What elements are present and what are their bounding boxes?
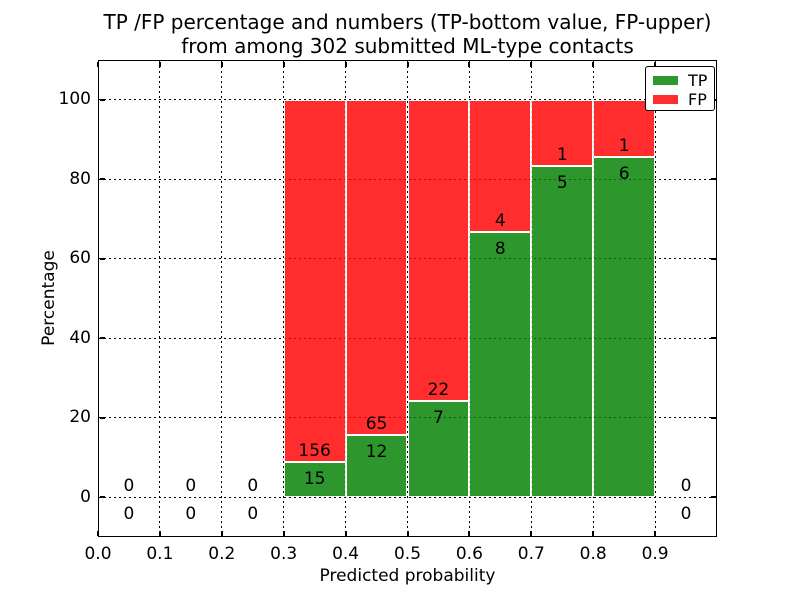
x-tick-mark-bottom [97,530,99,536]
legend-label: FP [688,89,707,109]
y-tick-mark-left [99,178,105,181]
x-tick-label: 0.7 [517,544,545,564]
bar-segment-tp [283,462,346,498]
x-tick-label: 0.0 [84,544,112,564]
bar-segment-tp [531,166,594,498]
tp-count-label: 7 [433,408,444,429]
x-tick-mark-top [530,61,533,67]
x-tick-mark-bottom [282,530,285,536]
y-tick-mark-right [710,257,716,260]
tp-count-label: 0 [123,504,135,525]
chart-title-line-1: TP /FP percentage and numbers (TP-bottom… [103,10,712,34]
y-tick-mark-right [710,416,716,419]
legend-label: TP [688,70,708,90]
x-tick-label: 0.9 [641,544,669,564]
legend-swatch-fp [653,95,678,104]
tp-count-label: 0 [680,504,692,525]
x-tick-mark-bottom [406,530,409,536]
bar-segment-tp [407,401,470,498]
fp-count-label: 22 [427,380,450,401]
bar-segment-tp [469,232,532,498]
tp-count-label: 0 [247,504,259,525]
x-tick-mark-top [282,61,285,67]
tp-count-label: 15 [303,469,326,490]
legend: TP FP [645,66,715,111]
x-tick-mark-top [654,61,657,67]
x-tick-mark-bottom [220,530,223,536]
x-tick-label: 0.5 [393,544,422,564]
tp-count-label: 12 [365,442,388,463]
x-tick-mark-top [158,61,161,67]
x-tick-mark-top [344,61,347,67]
y-tick-mark-left [99,496,105,499]
x-tick-mark-bottom [592,530,595,536]
legend-item-tp: TP [653,71,714,90]
x-tick-mark-bottom [158,530,161,536]
fp-count-label: 0 [680,476,692,497]
y-tick-label: 40 [69,327,91,348]
x-tick-label: 0.1 [146,544,174,564]
x-tick-mark-bottom [468,530,471,536]
tp-count-label: 6 [618,163,630,184]
bar-segment-fp [407,99,470,402]
chart-title-line-2: from among 302 submitted ML-type contact… [181,33,634,58]
x-axis-label: Predicted probability [319,566,496,586]
bar-segment-tp [345,435,408,498]
bar-segment-fp [283,99,346,463]
x-tick-mark-top [592,61,595,67]
x-tick-label: 0.6 [455,544,483,564]
x-tick-mark-bottom [654,530,657,536]
x-tick-mark-bottom [530,530,533,536]
fp-count-label: 1 [556,145,568,165]
bar-segment-fp [469,99,532,233]
bar-segment-fp [531,99,594,166]
fp-count-label: 65 [365,414,388,435]
tp-count-label: 0 [185,504,197,525]
fp-count-label: 0 [247,476,259,497]
x-tick-mark-top [406,61,409,67]
y-tick-mark-right [710,496,716,499]
y-tick-mark-left [99,257,105,260]
y-tick-mark-left [99,337,105,340]
legend-swatch-tp [653,76,678,85]
legend-item-fp: FP [653,90,714,109]
chart-title: TP /FP percentage and numbers (TP-bottom… [98,10,717,58]
y-tick-label: 80 [69,168,91,189]
y-tick-mark-right [710,337,716,340]
y-tick-label: 0 [80,486,91,507]
x-tick-mark-top [97,61,99,67]
x-tick-label: 0.4 [332,544,360,564]
tp-count-label: 5 [556,173,568,193]
x-tick-label: 0.8 [579,544,607,564]
y-tick-label: 20 [69,407,91,428]
fp-count-label: 1 [618,135,630,156]
gridline-vertical [654,61,656,536]
bar-segment-fp [345,99,408,436]
y-tick-mark-left [99,416,105,419]
bar-segment-tp [593,156,656,498]
fp-count-label: 4 [494,211,506,232]
x-tick-mark-bottom [344,530,347,536]
bar-segment-fp [593,99,656,157]
x-tick-mark-top [468,61,471,67]
fp-count-label: 0 [123,476,135,497]
y-tick-mark-left [99,98,105,101]
y-tick-mark-right [710,178,716,181]
fp-count-label: 0 [185,476,197,497]
fp-count-label: 156 [298,441,331,462]
x-tick-mark-top [220,61,223,67]
tp-count-label: 8 [494,239,506,260]
x-tick-label: 0.3 [270,544,298,564]
x-tick-label: 0.2 [208,544,236,564]
gridline-vertical [221,61,223,536]
gridline-vertical [159,61,161,536]
y-tick-label: 100 [58,89,91,110]
y-tick-label: 60 [69,248,91,269]
